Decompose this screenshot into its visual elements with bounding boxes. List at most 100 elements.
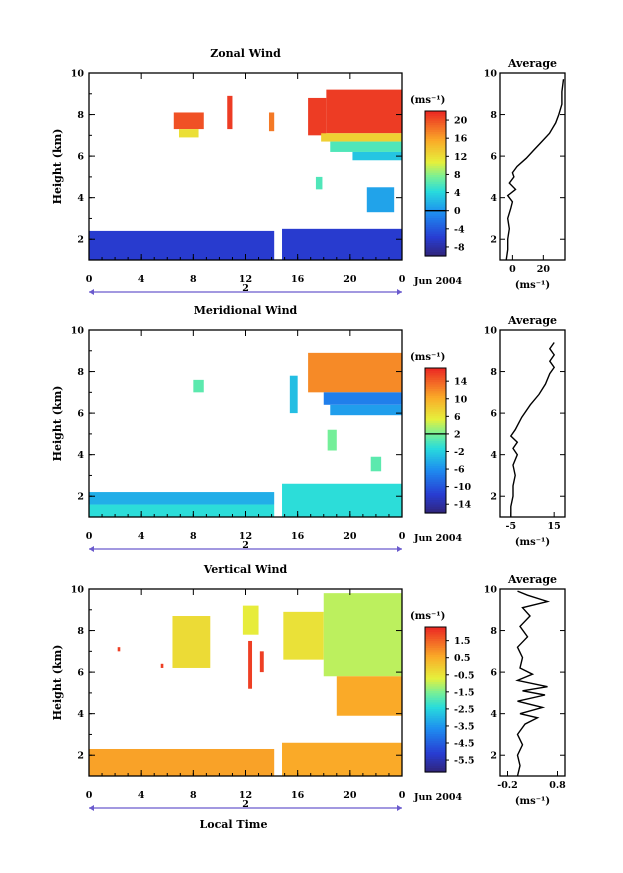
colorbar-segment [425, 140, 446, 144]
colorbar-segment [425, 699, 446, 703]
colorbar-segment [425, 501, 446, 505]
colorbar-tick-label: 2 [454, 429, 461, 440]
colorbar-tick-label: -10 [454, 482, 472, 493]
colorbar-segment [425, 174, 446, 178]
x-tick-label: 8 [190, 531, 197, 542]
colorbar-segment [425, 374, 446, 378]
x-tick-label: 12 [239, 274, 252, 285]
colorbar-segment [425, 740, 446, 744]
y-tick-label: 10 [71, 585, 85, 596]
colorbar-segment [425, 169, 446, 173]
colorbar-segment [425, 467, 446, 471]
colorbar-segment [425, 185, 446, 189]
day-label: 2 [242, 540, 249, 551]
data-patch [89, 230, 275, 260]
colorbar-segment [425, 738, 446, 741]
colorbar-tick-label: 1.5 [454, 636, 471, 647]
colorbar-segment [425, 747, 446, 750]
colorbar-segment [425, 192, 446, 196]
colorbar-segment [425, 420, 446, 423]
colorbar-segment [425, 237, 446, 241]
y-tick-label: 2 [77, 751, 84, 762]
data-patch [330, 141, 402, 152]
colorbar-segment [425, 224, 446, 228]
colorbar-segment [425, 124, 446, 128]
colorbar-frame [424, 110, 447, 257]
average-profile-panel: Average 2 4 6 8 10 -5 15 (ms⁻¹) [484, 314, 566, 548]
colorbar-tick-label: 16 [454, 134, 468, 145]
colorbar-segment [425, 411, 446, 414]
colorbar-segment [425, 431, 446, 435]
average-x-tick-label: -5 [506, 521, 517, 532]
x-tick-label: 16 [291, 790, 305, 801]
colorbar-segment [425, 181, 446, 185]
y-tick-label: 8 [77, 626, 84, 637]
colorbar-segment [425, 642, 446, 646]
colorbar-segment [425, 454, 446, 457]
colorbar-segment [425, 129, 446, 132]
colorbar-segment [425, 122, 446, 126]
day-axis-arrow [89, 289, 94, 295]
colorbar-segment [425, 368, 446, 371]
data-patch [242, 605, 259, 635]
colorbar-segment [425, 399, 446, 403]
colorbar-segment [425, 386, 446, 389]
colorbar-segment [425, 445, 446, 448]
average-unit: (ms⁻¹) [515, 280, 550, 291]
colorbar-segment [425, 240, 446, 244]
colorbar-segment [425, 681, 446, 685]
colorbar-segment [425, 397, 446, 401]
colorbar-segment [425, 483, 446, 487]
y-axis-label: Height (km) [51, 645, 64, 721]
colorbar-tick-label: -2 [454, 447, 465, 458]
colorbar-segment [425, 242, 446, 246]
colorbar-segment [425, 627, 446, 630]
colorbar-segment [425, 485, 446, 489]
average-y-tick-label: 6 [490, 668, 497, 679]
average-y-tick-label: 2 [490, 235, 497, 246]
colorbar-segment [425, 636, 446, 639]
average-y-tick-label: 10 [484, 69, 498, 80]
colorbar-segment [425, 226, 446, 230]
colorbar-segment [425, 638, 446, 642]
data-patch [370, 456, 382, 472]
colorbar-segment [425, 460, 446, 464]
data-patch [321, 133, 402, 142]
x-tick-label: 0 [399, 790, 406, 801]
colorbar-segment [425, 131, 446, 135]
data-layer [89, 89, 402, 260]
colorbar-segment [425, 215, 446, 219]
data-patch [89, 492, 275, 505]
colorbar-segment [425, 212, 446, 216]
colorbar-segment [425, 176, 446, 180]
colorbar-segment [425, 208, 446, 212]
colorbar-segment [425, 645, 446, 648]
colorbar-segment [425, 456, 446, 460]
colorbar-tick-label: -1.5 [454, 687, 474, 698]
average-frame [499, 329, 566, 518]
day-axis-arrow [89, 546, 94, 552]
colorbar-segment [425, 629, 446, 633]
colorbar-tick-label: -6 [454, 465, 465, 476]
data-patch [327, 429, 337, 451]
colorbar-segment [425, 503, 446, 507]
data-patch [323, 593, 402, 677]
colorbar-segment [425, 160, 446, 164]
y-tick-label: 4 [77, 709, 84, 720]
colorbar-segment [425, 435, 446, 439]
data-patch [308, 352, 402, 393]
colorbar-segment [425, 370, 446, 374]
colorbar-segment [425, 438, 446, 442]
average-profile-line [505, 79, 565, 261]
colorbar-segment [425, 688, 446, 692]
data-patch [248, 640, 253, 689]
colorbar-unit: (ms⁻¹) [410, 95, 445, 106]
colorbar-segment [425, 210, 446, 214]
x-tick-label: 8 [190, 274, 197, 285]
colorbar-tick-label: 4 [454, 188, 461, 199]
colorbar-segment [425, 472, 446, 476]
colorbar-tick-label: 8 [454, 170, 461, 181]
colorbar-tick-label: 20 [454, 116, 468, 127]
colorbar-segment [425, 726, 446, 730]
colorbar-segment [425, 724, 446, 728]
